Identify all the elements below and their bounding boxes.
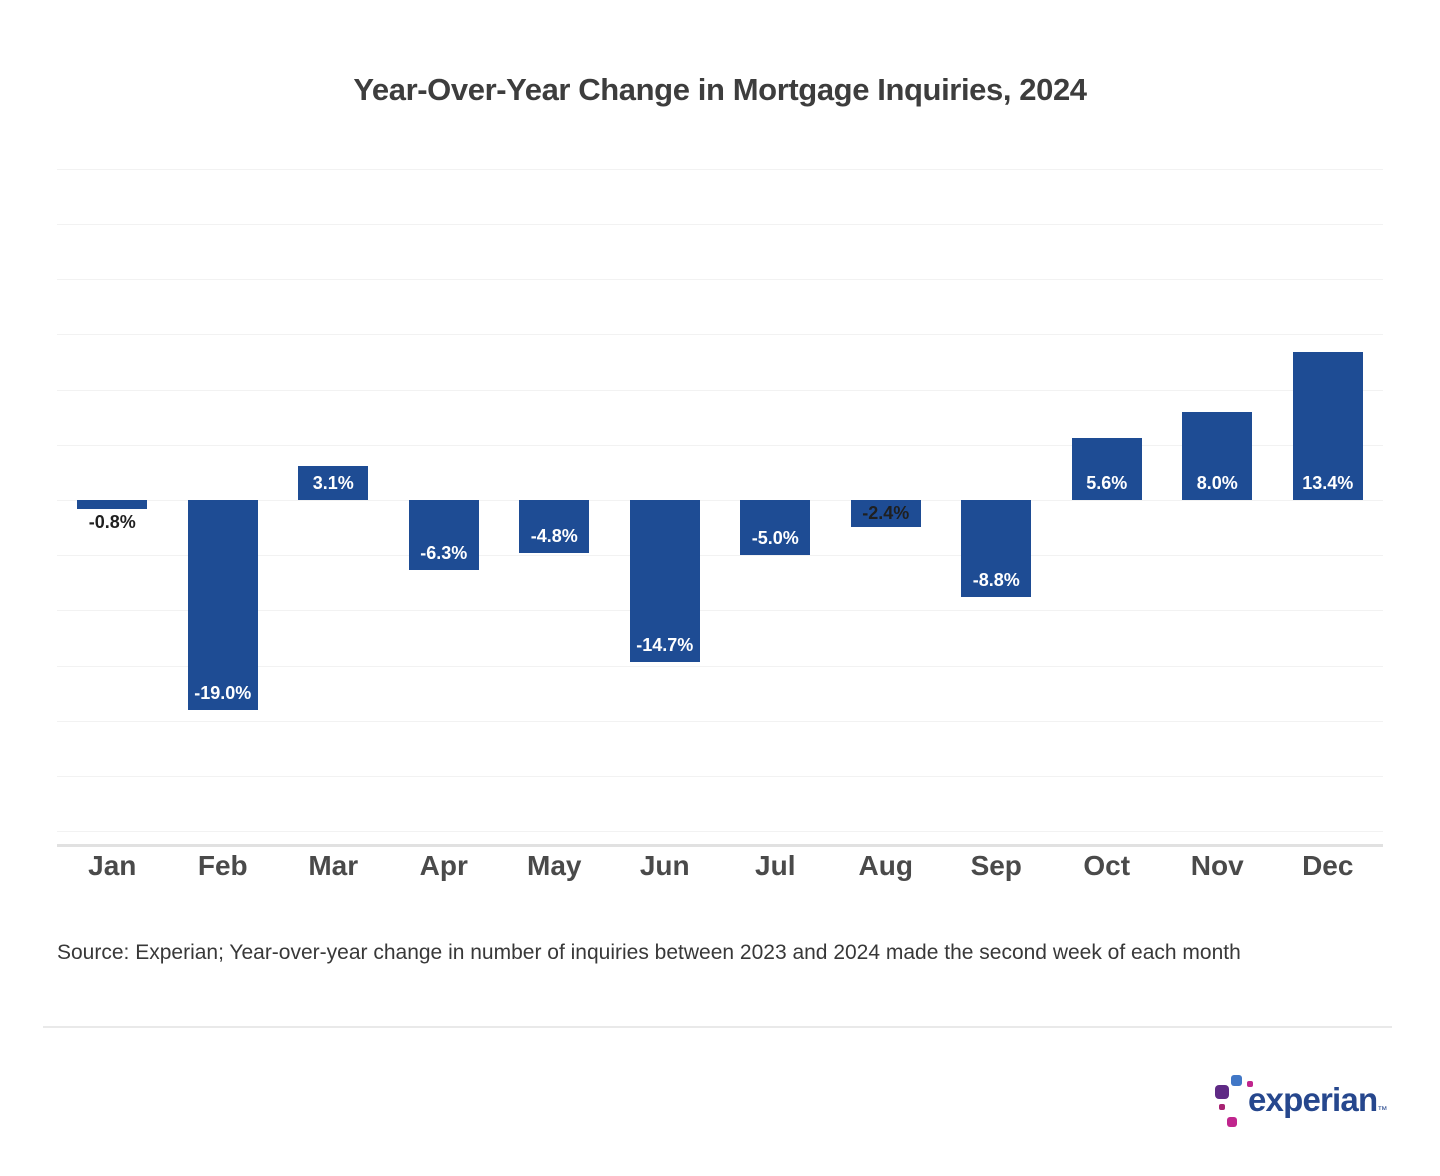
bar-value-label-aug: -2.4% xyxy=(862,503,910,524)
bar-feb xyxy=(187,500,258,710)
bar-value-label-nov: 8.0% xyxy=(1196,473,1238,493)
x-tick-sep: Sep xyxy=(970,850,1022,881)
bar-mar xyxy=(298,465,369,500)
gridline xyxy=(57,500,1383,501)
x-tick-nov: Nov xyxy=(1190,850,1244,881)
gridline xyxy=(57,334,1383,336)
bar-jan xyxy=(77,500,148,509)
x-tick-oct: Oct xyxy=(1083,850,1131,881)
source-note: Source: Experian; Year-over-year change … xyxy=(57,941,1241,964)
bar-jun xyxy=(629,500,700,663)
x-tick-feb: Feb xyxy=(197,850,248,881)
experian-mark-blue-square xyxy=(1231,1075,1242,1086)
gridline xyxy=(57,831,1383,833)
bar-value-label-dec: 13.4% xyxy=(1302,473,1354,493)
x-tick-apr: Apr xyxy=(419,850,468,881)
x-axis-line xyxy=(57,844,1383,847)
x-tick-jul: Jul xyxy=(755,850,796,881)
bar-value-label-jun: -14.7% xyxy=(636,635,694,656)
bar-sep xyxy=(961,500,1032,598)
chart-title: Year-Over-Year Change in Mortgage Inquir… xyxy=(353,72,1087,107)
bar-nov xyxy=(1182,411,1253,500)
x-tick-dec: Dec xyxy=(1302,850,1354,881)
gridline xyxy=(57,224,1383,225)
gridline xyxy=(57,389,1383,391)
bar-value-label-feb: -19.0% xyxy=(194,682,252,703)
bar-jul xyxy=(740,500,811,556)
gridline xyxy=(57,610,1383,612)
bar-may xyxy=(519,500,590,553)
bar-value-label-oct: 5.6% xyxy=(1086,473,1128,493)
gridline xyxy=(57,168,1383,170)
bar-apr xyxy=(408,500,479,570)
experian-wordmark: experian™ xyxy=(1248,1081,1388,1118)
gridline xyxy=(57,279,1383,281)
gridline xyxy=(57,444,1383,446)
x-tick-mar: Mar xyxy=(308,850,359,881)
bar-value-label-jul: -5.0% xyxy=(751,528,799,549)
x-tick-aug: Aug xyxy=(858,850,913,881)
bar-aug xyxy=(850,500,921,527)
bar-dec xyxy=(1292,352,1363,500)
x-axis-labels: Jan Feb Mar Apr May Jun Jul Aug Sep Oct Nov Dec xyxy=(57,850,1383,890)
plot-area: -0.8% -19.0% 3.1% -6.3% -4.8% -14.7% -5.0% -2.4… xyxy=(57,168,1383,847)
bar-value-label-jan: -0.8% xyxy=(88,511,136,532)
x-tick-jun: Jun xyxy=(639,850,690,881)
gridline xyxy=(57,776,1383,777)
experian-mark-magenta-square-bottom xyxy=(1227,1117,1237,1127)
experian-mark-magenta-square-top xyxy=(1247,1081,1253,1087)
experian-mark-purple-square xyxy=(1215,1085,1229,1099)
x-tick-may: May xyxy=(527,850,582,881)
bar-value-label-sep: -8.8% xyxy=(972,570,1020,591)
gridline xyxy=(57,665,1383,667)
footer-divider xyxy=(43,1026,1392,1028)
bar-value-label-apr: -6.3% xyxy=(420,542,468,563)
bar-value-label-mar: 3.1% xyxy=(312,472,354,493)
experian-logo: experian™ xyxy=(1212,1066,1392,1132)
bar-value-label-may: -4.8% xyxy=(530,526,578,546)
experian-mark-magenta-dot xyxy=(1219,1104,1225,1110)
gridline xyxy=(57,720,1383,722)
trademark-symbol: ™ xyxy=(1377,1105,1388,1116)
gridline xyxy=(57,555,1383,557)
bar-oct xyxy=(1071,438,1142,500)
x-tick-jan: Jan xyxy=(88,850,137,881)
